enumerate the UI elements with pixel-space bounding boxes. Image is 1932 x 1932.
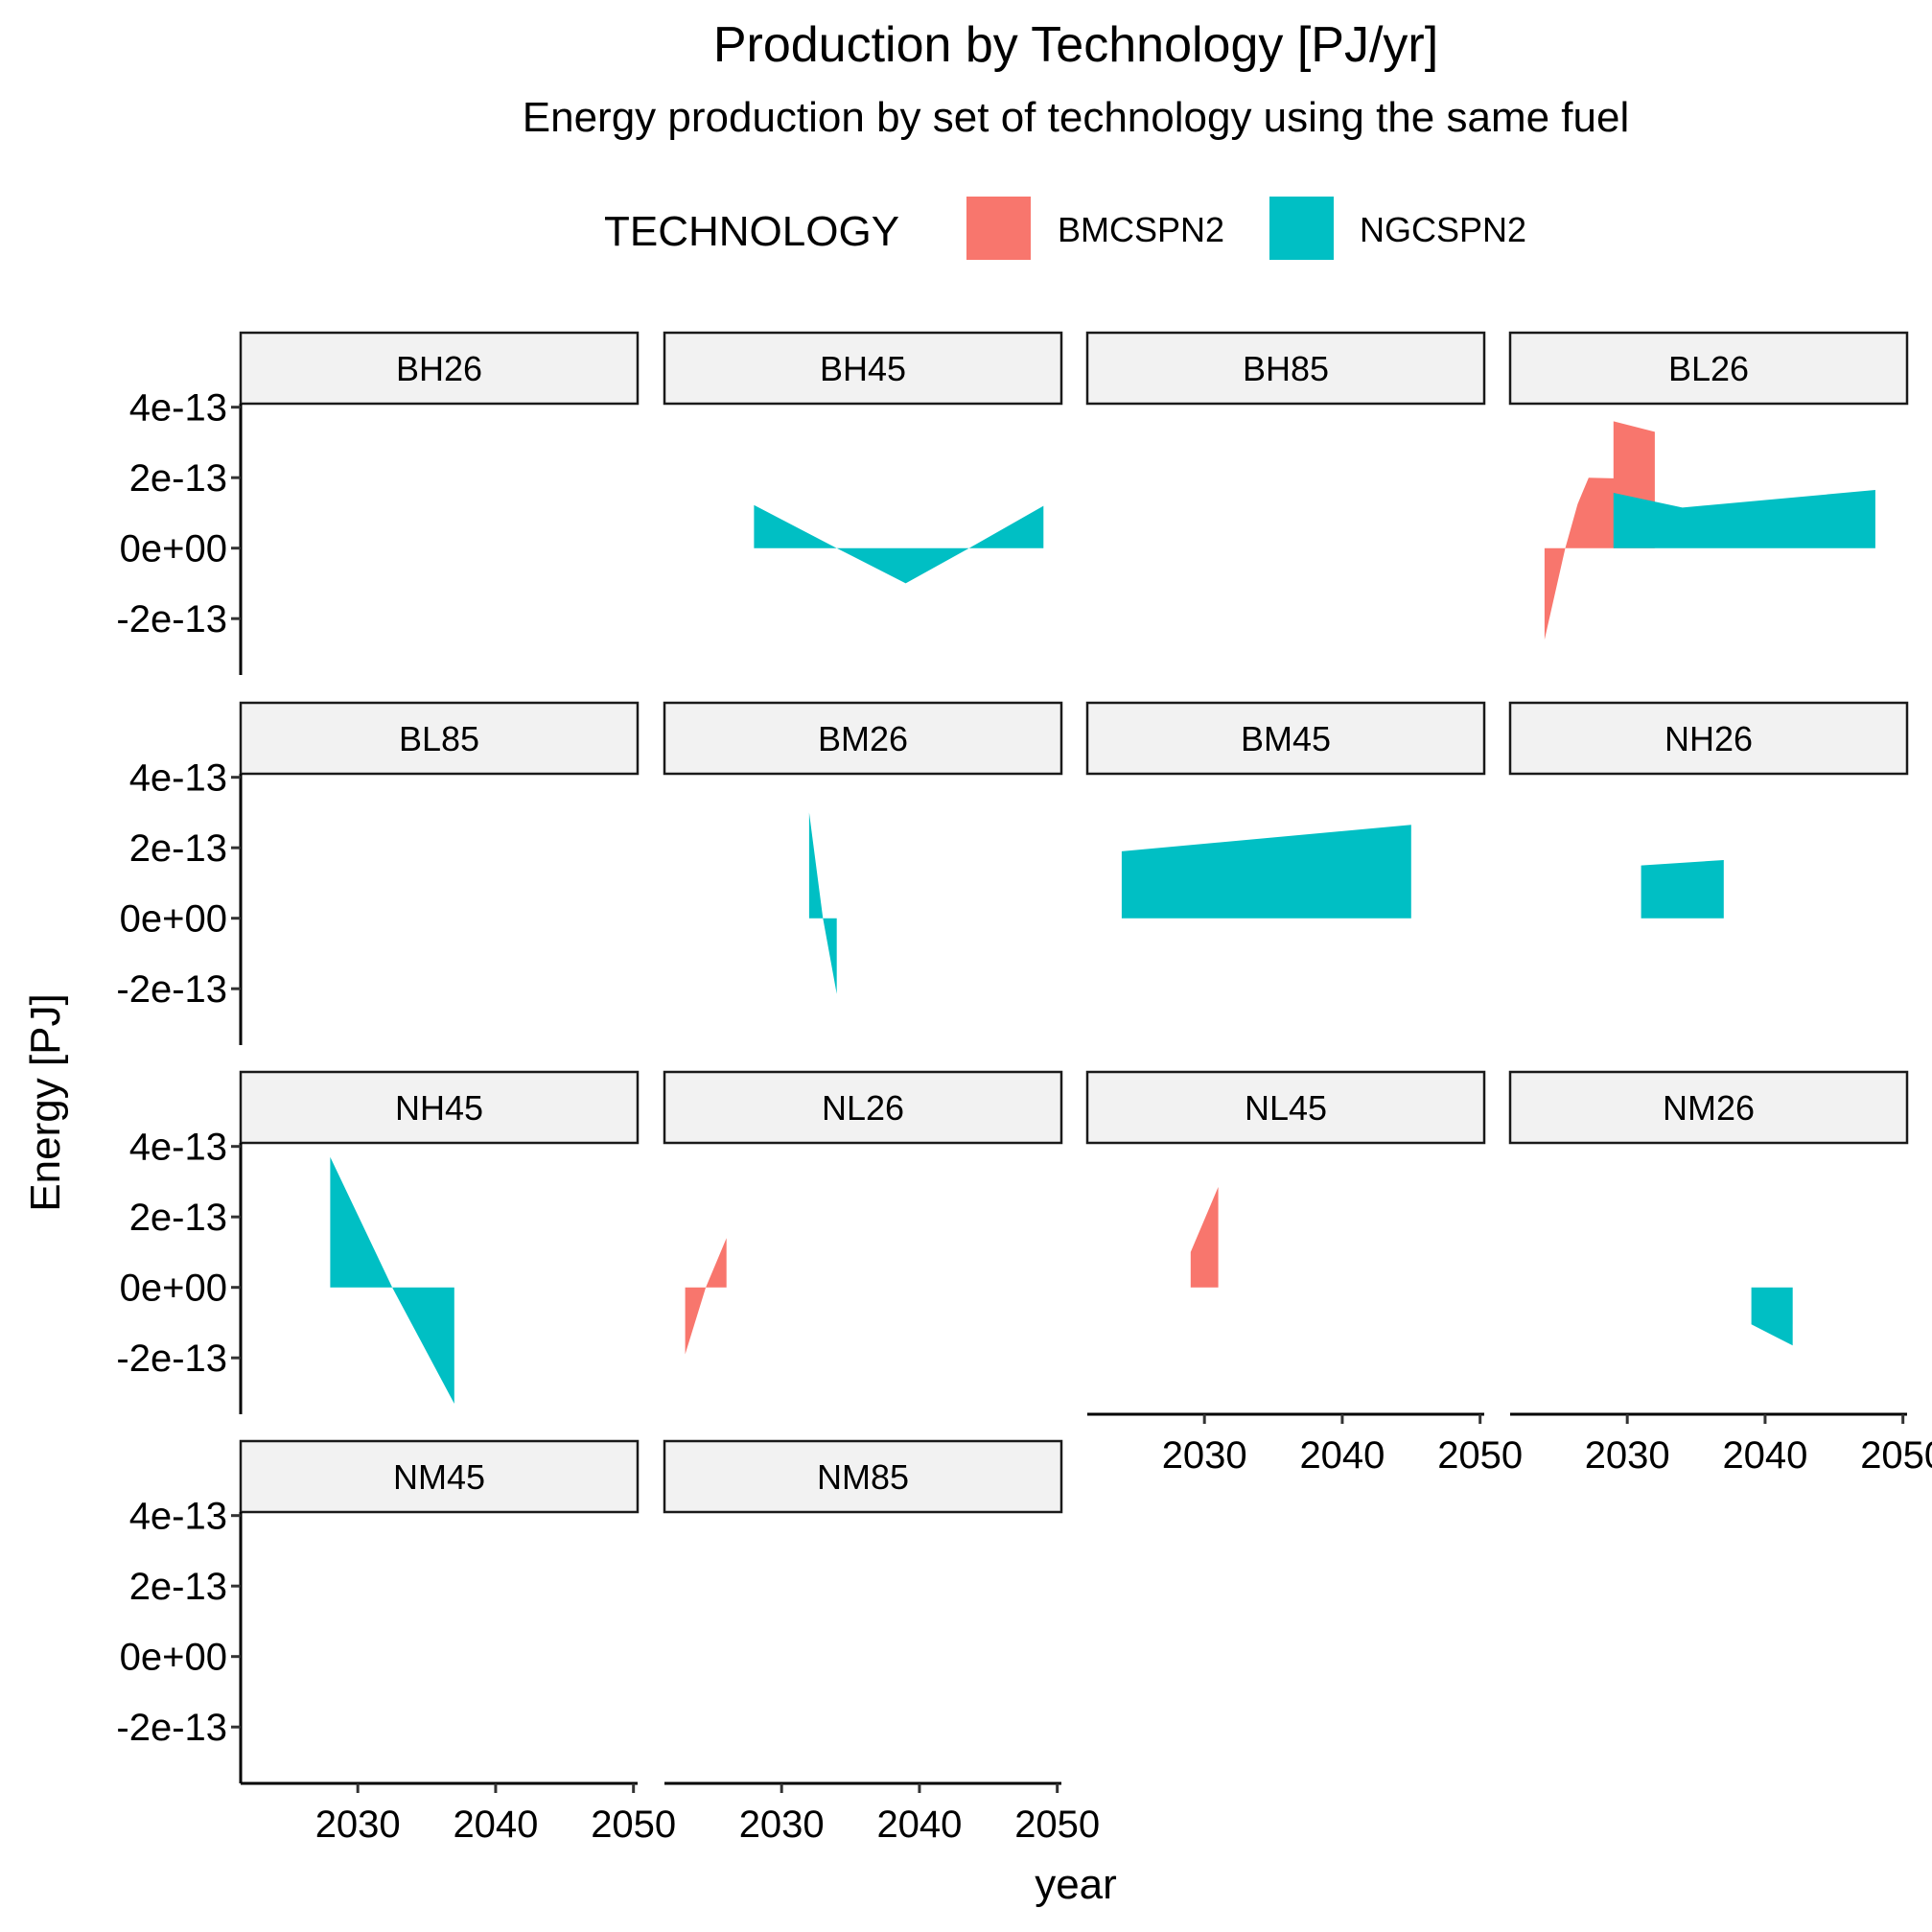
x-tick-label: 2040	[1722, 1434, 1807, 1477]
strip-nh26	[1508, 701, 1909, 776]
strip-label-nl45: NL45	[1245, 1088, 1327, 1128]
area-nh45-ngcspn2	[330, 1156, 454, 1404]
facet-panel-nm26: NM26 2030 2040 2050	[1508, 1070, 1932, 1477]
strip-nm26	[1508, 1070, 1909, 1145]
y-tick-label: -2e-13	[116, 968, 227, 1011]
strip-nm45	[239, 1439, 640, 1514]
strip-label-bm26: BM26	[818, 719, 908, 758]
y-axis-title: Energy [PJ]	[22, 993, 69, 1211]
chart-title: Production by Technology [PJ/yr]	[713, 17, 1438, 73]
y-tick-label: 2e-13	[129, 1197, 227, 1239]
facet-panel-bm45: BM45	[1085, 701, 1486, 919]
x-tick-label: 2030	[739, 1804, 825, 1846]
strip-bh85	[1085, 331, 1486, 406]
x-tick-label: 2030	[315, 1804, 401, 1846]
legend-key-ngcspn2	[1269, 197, 1334, 260]
y-tick-label: 4e-13	[129, 1127, 227, 1169]
strip-label-bl85: BL85	[399, 719, 479, 758]
facet-panel-nm85: NM85 2030 2040 2050	[663, 1439, 1100, 1846]
area-bm45-ngcspn2	[1121, 825, 1411, 919]
strip-label-bh45: BH45	[820, 349, 906, 388]
x-tick-label: 2040	[1299, 1434, 1385, 1477]
y-tick-label: 4e-13	[129, 387, 227, 430]
y-tick-label: 0e+00	[120, 1637, 227, 1679]
legend-label-ngcspn2: NGCSPN2	[1360, 210, 1526, 249]
x-tick-label: 2030	[1162, 1434, 1247, 1477]
area-nl26-bmcspn2	[685, 1238, 727, 1355]
strip-label-bh85: BH85	[1243, 349, 1329, 388]
y-tick-label: -2e-13	[116, 598, 227, 640]
legend-key-bmcspn2	[966, 197, 1031, 260]
strip-label-bh26: BH26	[396, 349, 482, 388]
x-tick-label: 2050	[591, 1804, 676, 1846]
area-bl26-ngcspn2	[1613, 490, 1875, 548]
area-bh45-ngcspn2	[754, 504, 1044, 584]
x-tick-label: 2030	[1585, 1434, 1670, 1477]
facet-panel-bh85: BH85	[1085, 331, 1486, 406]
facet-panel-nm45: NM45 -2e-13 0e+00 2e-13 4e-13 2030 2040 2050	[116, 1439, 676, 1846]
facet-panel-bm26: BM26	[663, 701, 1063, 994]
strip-bh26	[239, 331, 640, 406]
x-axis-title: year	[1035, 1861, 1117, 1908]
y-tick-label: 2e-13	[129, 827, 227, 870]
strip-label-nh26: NH26	[1664, 719, 1753, 758]
facet-panel-bh45: BH45	[663, 331, 1063, 584]
strip-label-nh45: NH45	[395, 1088, 483, 1128]
facet-panel-bl85: BL85 -2e-13 0e+00 2e-13 4e-13	[116, 701, 640, 1045]
area-nl45-bmcspn2	[1190, 1186, 1219, 1288]
strip-bl85	[239, 701, 640, 776]
facet-panel-bl26: BL26	[1508, 331, 1909, 640]
area-nh26-ngcspn2	[1641, 860, 1724, 919]
strip-label-bl26: BL26	[1668, 349, 1749, 388]
strip-nm85	[663, 1439, 1063, 1514]
y-tick-label: -2e-13	[116, 1338, 227, 1380]
facet-panel-nl26: NL26	[663, 1070, 1063, 1355]
x-tick-label: 2040	[453, 1804, 538, 1846]
y-tick-label: -2e-13	[116, 1707, 227, 1749]
legend-label-bmcspn2: BMCSPN2	[1058, 210, 1224, 249]
strip-bm26	[663, 701, 1063, 776]
y-tick-label: 0e+00	[120, 898, 227, 941]
strip-label-bm45: BM45	[1241, 719, 1331, 758]
strip-label-nm45: NM45	[393, 1457, 485, 1497]
strip-bm45	[1085, 701, 1486, 776]
strip-nl45	[1085, 1070, 1486, 1145]
area-bm26-ngcspn2	[808, 812, 837, 994]
y-tick-label: 0e+00	[120, 528, 227, 570]
strip-label-nm85: NM85	[817, 1457, 909, 1497]
x-tick-label: 2050	[1437, 1434, 1523, 1477]
y-tick-label: 2e-13	[129, 1566, 227, 1608]
x-tick-label: 2050	[1014, 1804, 1100, 1846]
strip-label-nm26: NM26	[1663, 1088, 1755, 1128]
facet-panels: BH26 -2e-13 0e+00 2e-13 4e-13 BH45 BH85 BL26 BL8…	[116, 331, 1932, 1846]
facet-panel-nh26: NH26	[1508, 701, 1909, 919]
y-tick-label: 0e+00	[120, 1268, 227, 1310]
y-tick-label: 4e-13	[129, 757, 227, 800]
strip-label-nl26: NL26	[822, 1088, 904, 1128]
y-tick-label: 4e-13	[129, 1496, 227, 1538]
area-nm26-ngcspn2	[1751, 1287, 1793, 1346]
facet-panel-nh45: NH45 -2e-13 0e+00 2e-13 4e-13	[116, 1070, 640, 1414]
area-bl26-bmcspn2	[1544, 421, 1655, 640]
y-tick-label: 2e-13	[129, 457, 227, 500]
strip-nh45	[239, 1070, 640, 1145]
strip-bh45	[663, 331, 1063, 406]
x-tick-label: 2040	[876, 1804, 962, 1846]
strip-bl26	[1508, 331, 1909, 406]
facet-panel-bh26: BH26 -2e-13 0e+00 2e-13 4e-13	[116, 331, 640, 675]
legend-title: TECHNOLOGY	[604, 208, 899, 255]
facet-panel-nl45: NL45 2030 2040 2050	[1085, 1070, 1523, 1477]
chart-subtitle: Energy production by set of technology u…	[523, 94, 1629, 141]
legend: TECHNOLOGY BMCSPN2 NGCSPN2	[604, 197, 1526, 260]
strip-nl26	[663, 1070, 1063, 1145]
x-tick-label: 2050	[1860, 1434, 1932, 1477]
